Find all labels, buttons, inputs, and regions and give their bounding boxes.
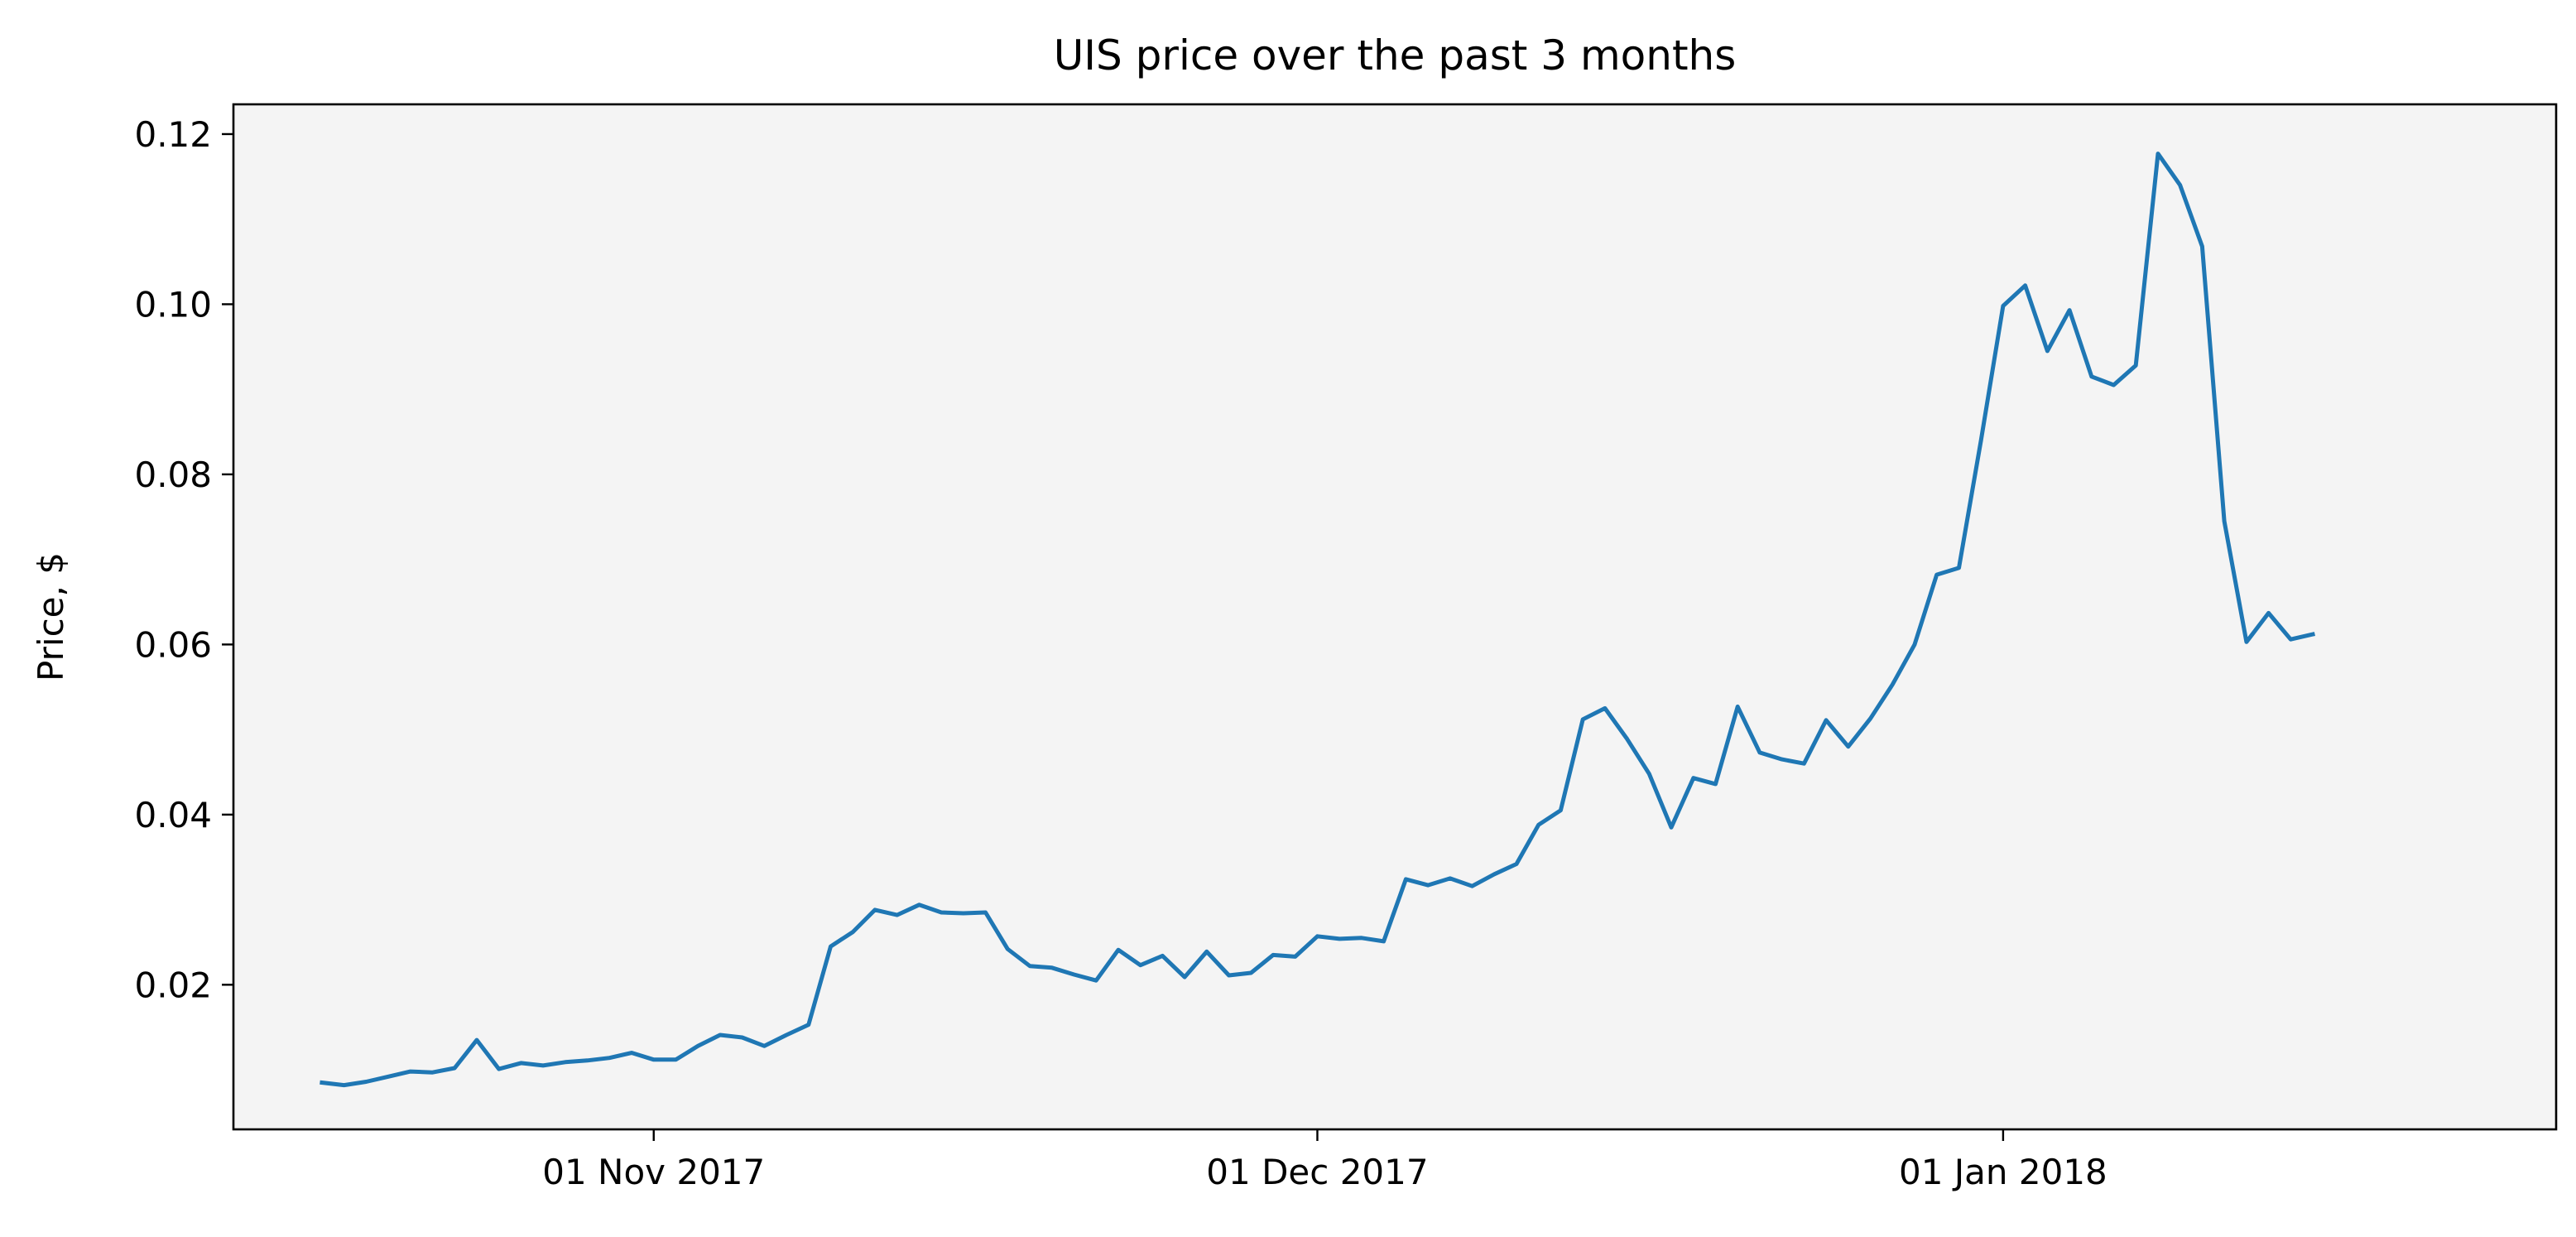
chart-title: UIS price over the past 3 months: [1054, 31, 1737, 79]
plot-frame: [232, 103, 2558, 1131]
y-axis-label: Price, $: [31, 552, 71, 681]
x-tick-label: 01 Dec 2017: [1206, 1152, 1428, 1192]
y-tick-label: 0.06: [134, 624, 212, 665]
y-tick-label: 0.08: [134, 455, 212, 495]
y-tick-label: 0.10: [134, 284, 212, 325]
series-layer: [320, 152, 2315, 1088]
y-tick-label: 0.12: [134, 114, 212, 155]
plot-area: [233, 104, 2556, 1129]
x-axis-ticks: 01 Nov 2017 01 Dec 2017 01 Jan 2018: [542, 1129, 2107, 1192]
y-axis-ticks: 0.02 0.04 0.06 0.08 0.10 0.12: [134, 114, 233, 1005]
x-tick-label: 01 Jan 2018: [1899, 1152, 2107, 1192]
x-tick-label: 01 Nov 2017: [542, 1152, 765, 1192]
y-tick-label: 0.04: [134, 795, 212, 835]
series-line: [320, 152, 2315, 1088]
y-tick-label: 0.02: [134, 965, 212, 1005]
